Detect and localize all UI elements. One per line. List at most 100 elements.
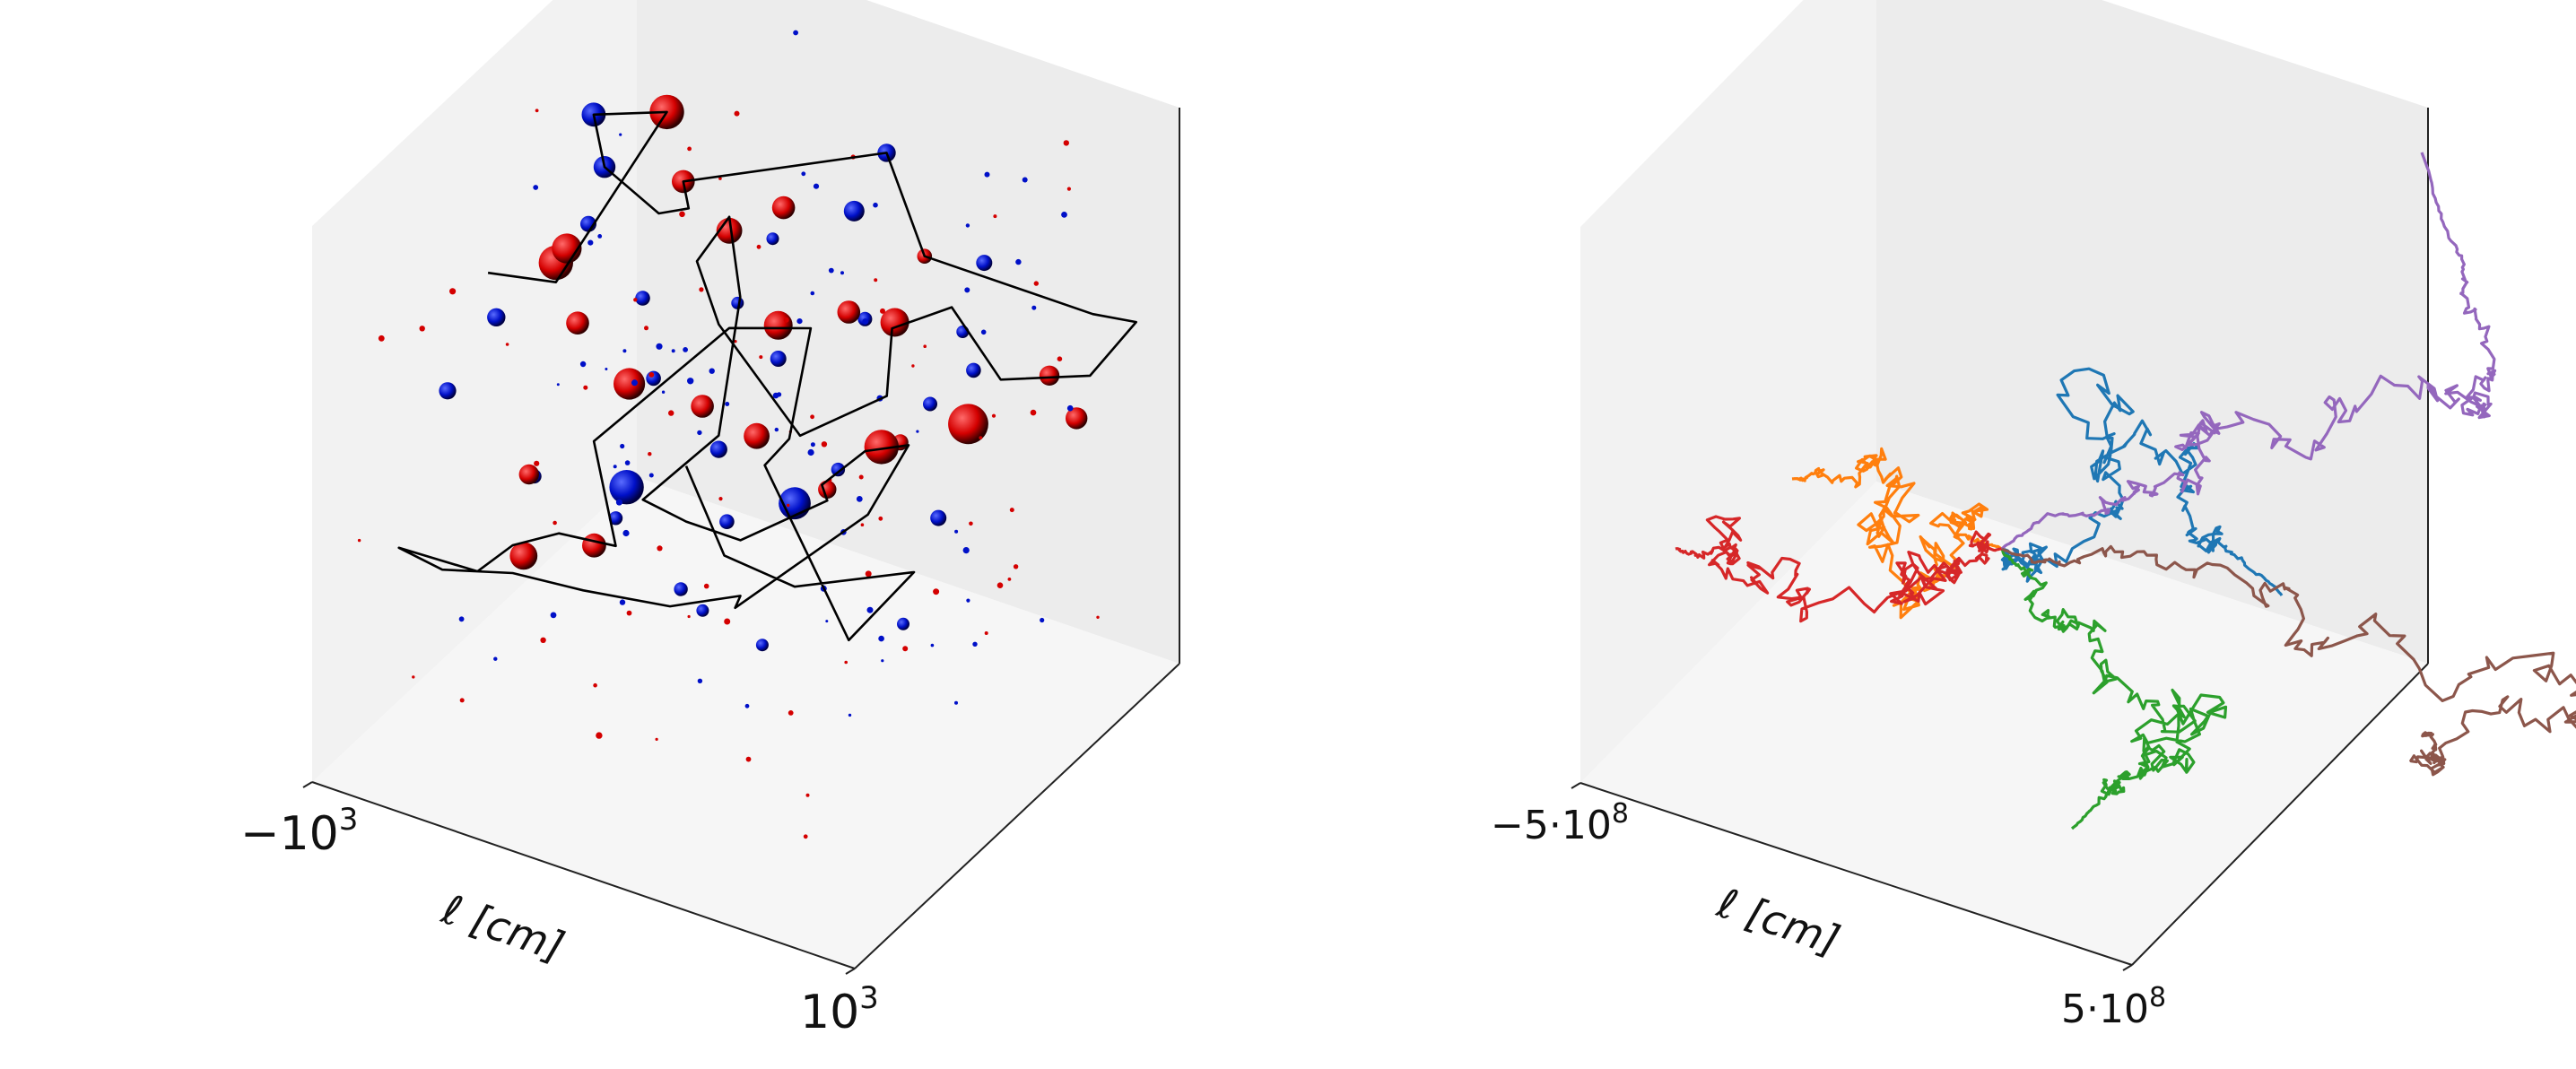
blue-sphere xyxy=(766,232,779,246)
blue-sphere xyxy=(976,255,993,272)
blue-sphere xyxy=(635,291,650,306)
dust-point xyxy=(533,185,539,190)
dust-point xyxy=(619,133,622,136)
dust-point xyxy=(357,538,361,543)
red-sphere xyxy=(880,308,909,337)
blue-sphere xyxy=(609,470,644,505)
dust-point xyxy=(821,441,828,448)
left-back-pane xyxy=(312,0,637,782)
random-walk-1 xyxy=(2000,367,2284,596)
dust-point xyxy=(534,460,540,466)
right-xtick-max: 5·108 xyxy=(2061,982,2166,1032)
dust-point xyxy=(774,427,779,432)
dust-point xyxy=(1063,140,1070,146)
red-sphere xyxy=(582,533,606,558)
dust-point xyxy=(856,496,863,502)
dust-point xyxy=(803,834,808,839)
dust-point xyxy=(687,614,691,619)
floor-pane xyxy=(1580,482,2428,965)
dust-point xyxy=(972,641,978,647)
dust-point xyxy=(969,521,973,526)
x-tick-mark xyxy=(2122,964,2133,971)
blue-sphere xyxy=(646,370,661,387)
red-sphere xyxy=(864,430,899,465)
dust-point xyxy=(840,271,844,275)
dust-point xyxy=(697,430,702,436)
x-tick-mark xyxy=(1571,782,1581,789)
dust-point xyxy=(813,183,820,189)
dust-point xyxy=(911,364,915,368)
dust-point xyxy=(810,291,815,296)
dust-point xyxy=(553,520,557,526)
dust-point xyxy=(848,713,852,717)
dust-point xyxy=(648,372,655,378)
random-walk-6 xyxy=(2001,544,2576,777)
dust-point xyxy=(587,239,594,246)
left-trajectory xyxy=(397,110,1137,642)
dust-point xyxy=(954,700,958,705)
random-walk-3 xyxy=(2000,548,2228,830)
dust-point xyxy=(805,793,810,797)
blue-sphere xyxy=(923,396,937,412)
y-axis-line xyxy=(854,663,1180,969)
dust-point xyxy=(615,499,622,506)
dust-point xyxy=(631,379,638,387)
dust-point xyxy=(984,631,988,635)
dust-point xyxy=(657,545,663,552)
dust-point xyxy=(880,308,885,314)
dust-point xyxy=(556,383,560,387)
dust-point xyxy=(540,637,546,643)
dust-point xyxy=(687,146,692,152)
dust-point xyxy=(874,278,878,282)
dust-point xyxy=(718,177,722,180)
dust-point xyxy=(865,570,872,578)
blue-sphere xyxy=(719,514,735,529)
blue-sphere xyxy=(897,617,909,630)
right-xaxis-label: ℓ [cm] xyxy=(1710,878,1846,965)
dust-point xyxy=(724,618,731,625)
red-sphere xyxy=(1039,365,1060,386)
dust-point xyxy=(828,267,834,274)
trajectory-line xyxy=(397,110,1137,642)
dust-point xyxy=(671,349,675,353)
dust-point xyxy=(597,234,603,239)
dust-point xyxy=(991,413,996,418)
left-axes-box xyxy=(302,0,1180,975)
red-sphere xyxy=(744,422,770,449)
red-sphere xyxy=(818,480,837,499)
blue-sphere xyxy=(696,604,709,617)
dust-point xyxy=(964,287,970,293)
right-back-pane xyxy=(637,0,1179,664)
blue-sphere xyxy=(439,382,457,400)
dust-point xyxy=(1031,305,1037,310)
red-sphere xyxy=(691,395,714,418)
dust-point xyxy=(412,675,415,679)
y-axis-line xyxy=(2131,663,2429,966)
dust-point xyxy=(1013,564,1019,569)
dust-point xyxy=(648,452,652,456)
random-walk-5 xyxy=(2000,152,2497,551)
dust-point xyxy=(699,287,704,292)
blue-sphere xyxy=(831,462,846,477)
dust-point xyxy=(933,588,940,595)
dust-point xyxy=(993,214,997,219)
dust-point xyxy=(801,171,806,177)
dust-point xyxy=(844,660,848,665)
dust-point xyxy=(459,698,465,703)
left-xtick-min: −103 xyxy=(240,802,358,861)
left-xaxis-label: ℓ [cm] xyxy=(435,884,570,971)
dust-point xyxy=(656,343,663,350)
left-back-pane xyxy=(1580,0,1876,783)
dust-point xyxy=(980,329,987,335)
blue-sphere xyxy=(966,362,981,378)
dust-point xyxy=(687,378,694,385)
dust-point xyxy=(744,703,750,708)
dust-point xyxy=(996,582,1004,588)
dust-point xyxy=(1040,617,1045,623)
dust-point xyxy=(810,442,815,448)
dust-point xyxy=(1009,508,1014,513)
dust-point xyxy=(810,414,814,420)
dust-point xyxy=(734,110,740,117)
dust-point xyxy=(419,326,425,332)
dust-point xyxy=(984,171,990,178)
